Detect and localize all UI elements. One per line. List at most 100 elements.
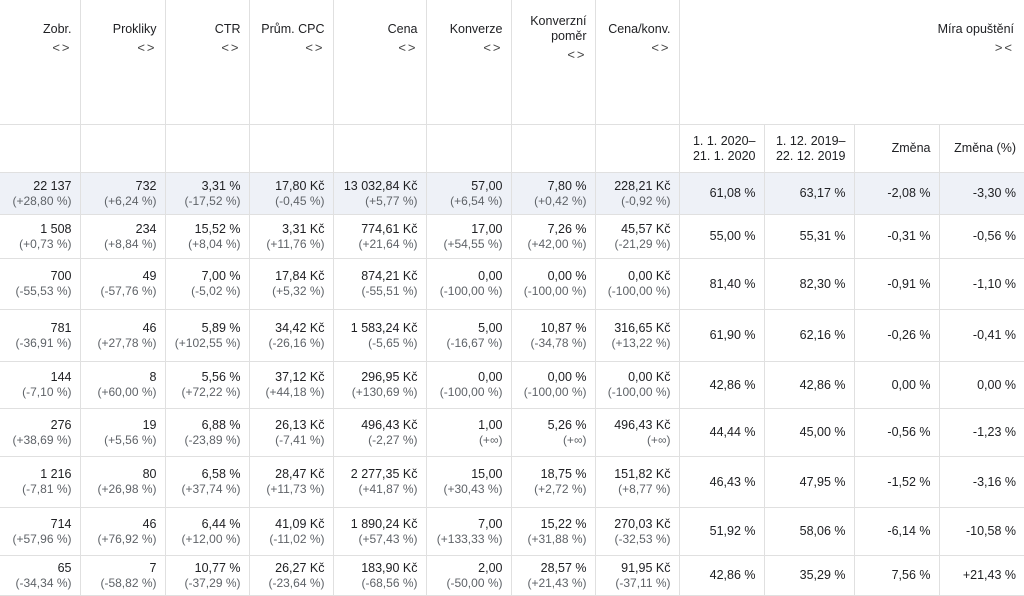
cell-change: (+27,78 %)	[97, 335, 157, 350]
cell-change: (-23,89 %)	[184, 432, 241, 447]
sort-icon[interactable]: <>	[483, 40, 503, 55]
empty-cell	[249, 124, 334, 173]
cell-value: 7,00 %	[201, 269, 241, 283]
cell-value: 41,09 Kč	[275, 516, 325, 531]
table-row[interactable]: 781 (-36,91 %) 46 (+27,78 %) 5,89 % (+102,55 …	[0, 309, 1024, 362]
cell-value: 80	[142, 467, 157, 481]
cell-pomer: 5,26 % (+∞)	[511, 408, 596, 457]
cell-value: 1 508	[40, 221, 72, 236]
cell-change: (-55,53 %)	[15, 284, 72, 298]
cell-value: 28,57 %	[540, 560, 587, 575]
cell-value: 183,90 Kč	[361, 560, 418, 575]
cell-value: 0,00 %	[547, 370, 587, 384]
cell-zp: 0,00 %	[939, 361, 1024, 409]
cell-change: (+60,00 %)	[97, 385, 157, 399]
col-header-ctr[interactable]: CTR <>	[165, 0, 250, 125]
col-header-prokliky[interactable]: Prokliky <>	[80, 0, 166, 125]
table-row[interactable]: 144 (-7,10 %) 8 (+60,00 %) 5,56 % (+72,22 %) 3…	[0, 361, 1024, 409]
col-header-cena-konv[interactable]: Cena/konv. <>	[595, 0, 680, 125]
cell-pomer: 18,75 % (+2,72 %)	[511, 456, 596, 508]
table-row[interactable]: 1 508 (+0,73 %) 234 (+8,84 %) 15,52 % (+8,04 …	[0, 214, 1024, 259]
empty-cell	[426, 124, 512, 173]
cell-change: (+54,55 %)	[443, 236, 503, 251]
cell-value: 91,95 Kč	[621, 560, 671, 575]
cell-cpc: 41,09 Kč (-11,02 %)	[249, 507, 334, 556]
cell-value: 496,43 Kč	[361, 417, 418, 432]
cell-pomer: 7,80 % (+0,42 %)	[511, 172, 596, 215]
table-row[interactable]: 276 (+38,69 %) 19 (+5,56 %) 6,88 % (-23,89 %)…	[0, 408, 1024, 457]
cell-konv: 0,00 (-100,00 %)	[426, 361, 512, 409]
sort-icon[interactable]: <>	[221, 40, 241, 55]
cell-ctr: 6,44 % (+12,00 %)	[165, 507, 250, 556]
cell-value: 65	[57, 560, 72, 575]
cell-value: 234	[135, 221, 157, 236]
col-header-mira[interactable]: Míra opuštění ><	[679, 0, 1024, 125]
date-range-current: 1. 1. 2020– 21. 1. 2020	[679, 124, 765, 173]
cell-prok: 732 (+6,24 %)	[80, 172, 166, 215]
cell-value: 0,00	[478, 370, 503, 384]
cell-change: (+57,43 %)	[358, 531, 418, 546]
cell-ck: 45,57 Kč (-21,29 %)	[595, 214, 680, 259]
sort-icon[interactable]: <>	[567, 47, 587, 62]
sort-icon[interactable]: <>	[305, 40, 325, 55]
cell-change: (+21,64 %)	[358, 236, 418, 251]
col-header-konv-pomer[interactable]: Konverzní poměr <>	[511, 0, 596, 125]
col-header-zobr[interactable]: Zobr. <>	[0, 0, 81, 125]
table-row[interactable]: 1 216 (-7,81 %) 80 (+26,98 %) 6,58 % (+37,74 …	[0, 456, 1024, 508]
cell-change: (-16,67 %)	[446, 335, 503, 350]
cell-change: (+0,42 %)	[534, 193, 587, 208]
cell-value: 732	[135, 178, 157, 193]
cell-value: 151,82 Kč	[614, 467, 671, 481]
cell-value: 45,57 Kč	[621, 221, 671, 236]
cell-prok: 7 (-58,82 %)	[80, 555, 166, 596]
table-row[interactable]: 65 (-34,34 %) 7 (-58,82 %) 10,77 % (-37,29 %)…	[0, 555, 1024, 596]
cell-b: 82,30 %	[764, 258, 855, 310]
col-header-konverze[interactable]: Konverze <>	[426, 0, 512, 125]
cell-cpc: 26,27 Kč (-23,64 %)	[249, 555, 334, 596]
cell-change: (+76,92 %)	[97, 531, 157, 546]
cell-value: 5,26 %	[547, 417, 587, 432]
collapse-icon[interactable]: ><	[994, 40, 1014, 55]
cell-b: 45,00 %	[764, 408, 855, 457]
cell-value: 1,00	[478, 417, 503, 432]
cell-value: 15,22 %	[540, 516, 587, 531]
cell-change: (-32,53 %)	[614, 531, 671, 546]
sort-icon[interactable]: <>	[137, 40, 157, 55]
table-row[interactable]: 714 (+57,96 %) 46 (+76,92 %) 6,44 % (+12,00 %…	[0, 507, 1024, 556]
cell-change: (-23,64 %)	[268, 575, 325, 590]
cell-b: 63,17 %	[764, 172, 855, 215]
cell-prok: 234 (+8,84 %)	[80, 214, 166, 259]
cell-ck: 270,03 Kč (-32,53 %)	[595, 507, 680, 556]
col-header-cpc[interactable]: Prům. CPC <>	[249, 0, 334, 125]
cell-value: 874,21 Kč	[361, 269, 418, 283]
table-row[interactable]: 700 (-55,53 %) 49 (-57,76 %) 7,00 % (-5,02 %)…	[0, 258, 1024, 310]
cell-change: (-100,00 %)	[607, 385, 671, 399]
cell-change: (+5,56 %)	[104, 432, 157, 447]
cell-value: 496,43 Kč	[614, 417, 671, 432]
sort-icon[interactable]: <>	[52, 40, 72, 55]
cell-value: 0,00 Kč	[628, 269, 671, 283]
cell-cpc: 17,80 Kč (-0,45 %)	[249, 172, 334, 215]
cell-change: (+31,88 %)	[527, 531, 587, 546]
cell-prok: 49 (-57,76 %)	[80, 258, 166, 310]
cell-change: (-100,00 %)	[439, 284, 503, 298]
cell-change: (-5,02 %)	[191, 284, 241, 298]
cell-change: (+∞)	[646, 432, 671, 447]
subheader-zmena-pct: Změna (%)	[939, 124, 1024, 173]
sort-icon[interactable]: <>	[398, 40, 418, 55]
sort-icon[interactable]: <>	[651, 40, 671, 55]
cell-change: (+8,04 %)	[188, 236, 241, 251]
cell-cena: 774,61 Kč (+21,64 %)	[333, 214, 427, 259]
cell-value: 774,61 Kč	[361, 221, 418, 236]
cell-konv: 17,00 (+54,55 %)	[426, 214, 512, 259]
cell-value: 6,58 %	[201, 467, 241, 481]
cell-z: -1,52 %	[854, 456, 940, 508]
table-row[interactable]: 22 137 (+28,80 %) 732 (+6,24 %) 3,31 % (-17,5…	[0, 172, 1024, 215]
cell-value: 700	[50, 269, 72, 283]
cell-cpc: 26,13 Kč (-7,41 %)	[249, 408, 334, 457]
col-header-cena[interactable]: Cena <>	[333, 0, 427, 125]
cell-value: 57,00	[471, 178, 503, 193]
cell-change: (-0,45 %)	[275, 193, 325, 208]
cell-a: 44,44 %	[679, 408, 765, 457]
cell-ctr: 10,77 % (-37,29 %)	[165, 555, 250, 596]
